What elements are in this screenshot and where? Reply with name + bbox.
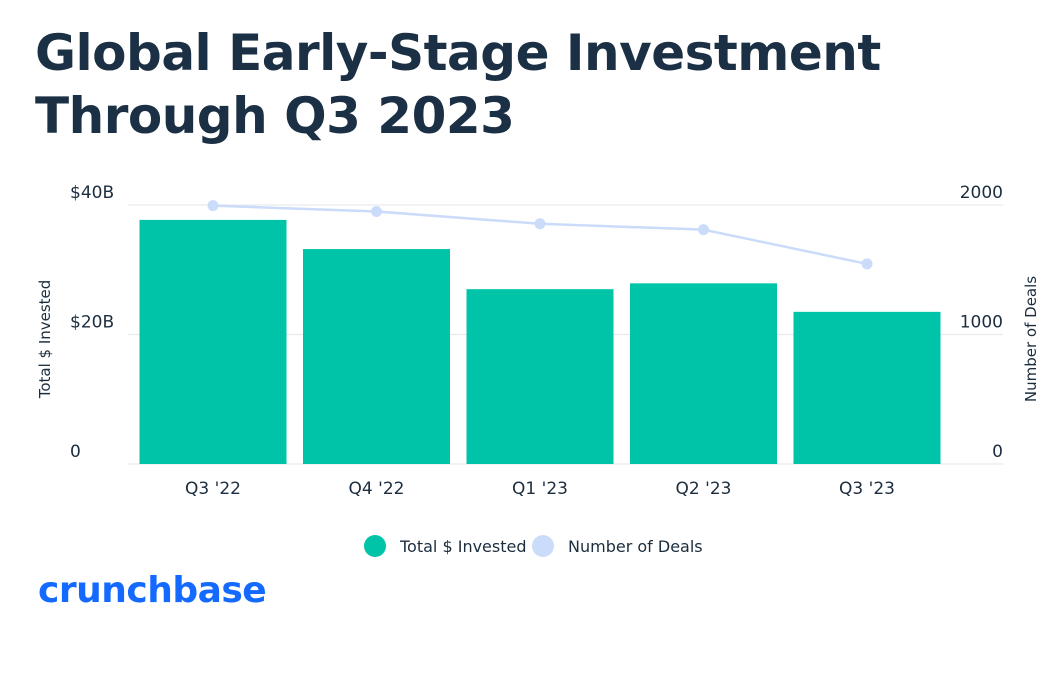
bar-4 <box>793 311 941 464</box>
legend-label-deals: Number of Deals <box>568 537 703 556</box>
bar-1 <box>303 249 450 464</box>
bar-3 <box>630 283 777 464</box>
legend-swatch-invested <box>364 535 386 557</box>
bars <box>139 219 941 464</box>
deals-line <box>207 200 873 270</box>
y-left-tick-1: $20B <box>70 313 114 333</box>
y-left-tick-0: 0 <box>70 442 81 462</box>
chart-title: Global Early-Stage Investment Through Q3… <box>35 24 881 145</box>
y-axis-left-title: Total $ Invested <box>36 280 54 400</box>
deals-point-2 <box>534 218 546 230</box>
left-axis: 0 $20B $40B <box>70 183 114 462</box>
x-tick-4: Q3 '23 <box>839 479 895 499</box>
y-right-tick-1: 1000 <box>960 313 1003 333</box>
y-right-tick-0: 0 <box>992 442 1003 462</box>
bar-0 <box>139 219 287 464</box>
y-axis-right-title: Number of Deals <box>1022 276 1040 402</box>
x-tick-1: Q4 '22 <box>349 479 405 499</box>
legend: Total $ Invested Number of Deals <box>364 535 703 557</box>
crunchbase-logo: crunchbase <box>38 570 267 611</box>
bar-2 <box>466 289 614 464</box>
deals-point-3 <box>698 224 709 236</box>
deals-point-1 <box>371 205 382 217</box>
x-tick-2: Q1 '23 <box>512 479 568 499</box>
deals-point-0 <box>207 200 219 212</box>
y-right-tick-2: 2000 <box>960 183 1003 203</box>
y-left-tick-2: $40B <box>70 183 114 203</box>
legend-swatch-deals <box>532 535 554 557</box>
legend-label-invested: Total $ Invested <box>399 537 527 556</box>
x-axis: Q3 '22 Q4 '22 Q1 '23 Q2 '23 Q3 '23 <box>185 479 895 499</box>
right-axis: 0 1000 2000 <box>960 183 1003 462</box>
x-tick-3: Q2 '23 <box>676 479 732 499</box>
x-tick-0: Q3 '22 <box>185 479 241 499</box>
deals-point-4 <box>861 258 873 270</box>
